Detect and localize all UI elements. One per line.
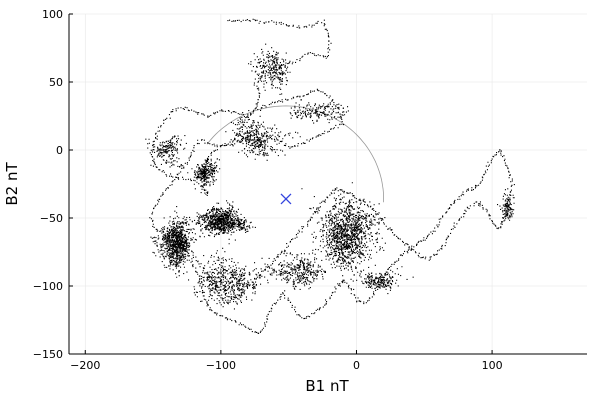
- x-tick-labels: −200 −100 0 100: [70, 359, 502, 372]
- axes: [68, 13, 587, 355]
- marker-stroke-b: [280, 193, 292, 205]
- x-tick-label: 100: [482, 359, 503, 372]
- y-tick-label: −100: [33, 280, 63, 293]
- x-tick-label: 0: [353, 359, 360, 372]
- y-tick-labels: −150 −100 −50 0 50 100: [33, 8, 63, 361]
- y-tick-label: 0: [56, 144, 63, 157]
- y-tick-label: 100: [42, 8, 63, 21]
- data-points: [145, 18, 515, 335]
- reference-arc: [206, 105, 385, 203]
- y-tick-label: −150: [33, 348, 63, 361]
- trajectory-points: [145, 18, 515, 335]
- x-tick-label: −200: [70, 359, 100, 372]
- grid: [69, 13, 587, 355]
- x-tick-label: −100: [206, 359, 236, 372]
- x-axis-label: B1 nT: [305, 377, 349, 395]
- y-axis-label: B2 nT: [3, 162, 21, 206]
- arc-line: [206, 105, 385, 203]
- y-tick-label: 50: [49, 76, 63, 89]
- center-marker: [280, 193, 292, 205]
- y-tick-label: −50: [40, 212, 63, 225]
